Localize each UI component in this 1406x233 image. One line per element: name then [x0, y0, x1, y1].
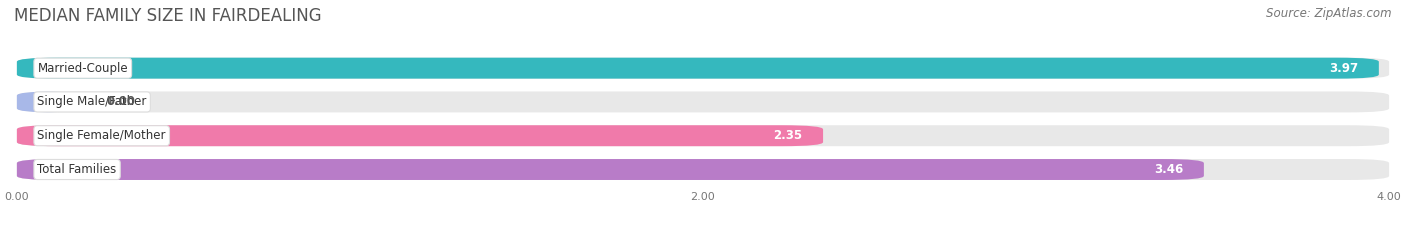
- Text: Married-Couple: Married-Couple: [38, 62, 128, 75]
- FancyBboxPatch shape: [17, 125, 823, 146]
- Text: 2.35: 2.35: [773, 129, 803, 142]
- Text: 0.00: 0.00: [105, 96, 135, 108]
- FancyBboxPatch shape: [17, 58, 1379, 79]
- Text: Single Female/Mother: Single Female/Mother: [38, 129, 166, 142]
- FancyBboxPatch shape: [17, 92, 1389, 112]
- Text: Source: ZipAtlas.com: Source: ZipAtlas.com: [1267, 7, 1392, 20]
- FancyBboxPatch shape: [17, 125, 1389, 146]
- Text: Single Male/Father: Single Male/Father: [38, 96, 146, 108]
- Text: Total Families: Total Families: [38, 163, 117, 176]
- FancyBboxPatch shape: [17, 92, 79, 112]
- Text: 3.97: 3.97: [1329, 62, 1358, 75]
- FancyBboxPatch shape: [17, 159, 1204, 180]
- Text: MEDIAN FAMILY SIZE IN FAIRDEALING: MEDIAN FAMILY SIZE IN FAIRDEALING: [14, 7, 322, 25]
- FancyBboxPatch shape: [17, 58, 1389, 79]
- Text: 3.46: 3.46: [1154, 163, 1184, 176]
- FancyBboxPatch shape: [17, 159, 1389, 180]
